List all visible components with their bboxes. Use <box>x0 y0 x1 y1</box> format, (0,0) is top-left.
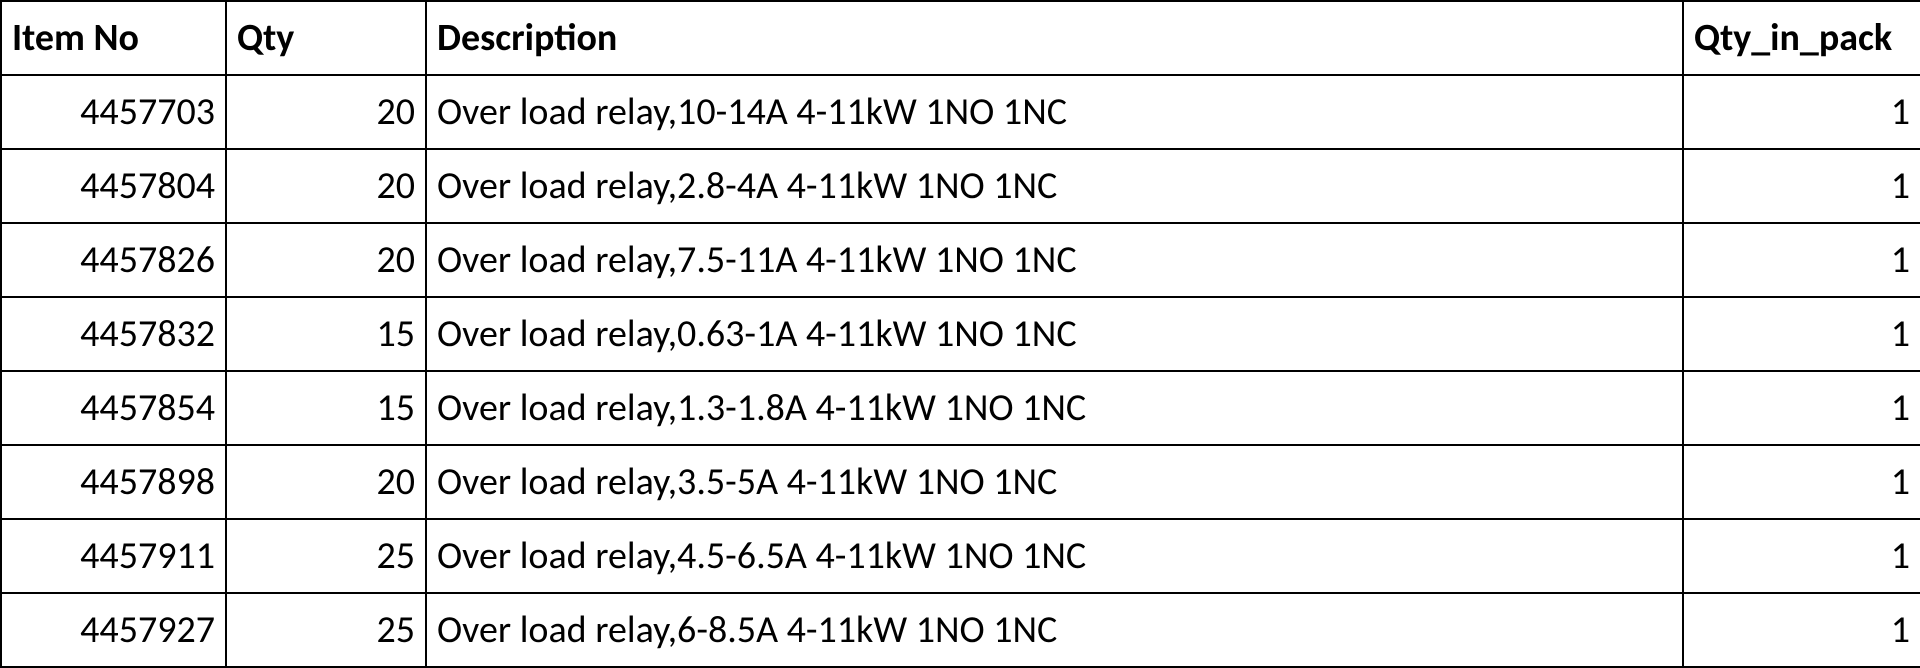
cell-item-no: 4457898 <box>1 445 226 519</box>
table-header-row: Item No Qty Description Qty_in_pack <box>1 1 1920 75</box>
cell-item-no: 4457804 <box>1 149 226 223</box>
table-row: 4457854 15 Over load relay,1.3-1.8A 4-11… <box>1 371 1920 445</box>
cell-qty: 25 <box>226 593 426 667</box>
table-row: 4457911 25 Over load relay,4.5-6.5A 4-11… <box>1 519 1920 593</box>
cell-qty: 15 <box>226 297 426 371</box>
cell-item-no: 4457826 <box>1 223 226 297</box>
header-qty: Qty <box>226 1 426 75</box>
cell-description: Over load relay,6-8.5A 4-11kW 1NO 1NC <box>426 593 1683 667</box>
cell-qty-in-pack: 1 <box>1683 371 1920 445</box>
cell-qty-in-pack: 1 <box>1683 75 1920 149</box>
parts-table: Item No Qty Description Qty_in_pack 4457… <box>0 0 1920 668</box>
table-row: 4457804 20 Over load relay,2.8-4A 4-11kW… <box>1 149 1920 223</box>
table-row: 4457826 20 Over load relay,7.5-11A 4-11k… <box>1 223 1920 297</box>
cell-qty: 15 <box>226 371 426 445</box>
cell-qty-in-pack: 1 <box>1683 149 1920 223</box>
cell-qty: 20 <box>226 75 426 149</box>
cell-item-no: 4457927 <box>1 593 226 667</box>
cell-description: Over load relay,4.5-6.5A 4-11kW 1NO 1NC <box>426 519 1683 593</box>
header-item-no: Item No <box>1 1 226 75</box>
table-row: 4457703 20 Over load relay,10-14A 4-11kW… <box>1 75 1920 149</box>
cell-qty-in-pack: 1 <box>1683 297 1920 371</box>
cell-item-no: 4457854 <box>1 371 226 445</box>
cell-description: Over load relay,2.8-4A 4-11kW 1NO 1NC <box>426 149 1683 223</box>
cell-description: Over load relay,3.5-5A 4-11kW 1NO 1NC <box>426 445 1683 519</box>
cell-item-no: 4457703 <box>1 75 226 149</box>
header-qty-in-pack: Qty_in_pack <box>1683 1 1920 75</box>
cell-description: Over load relay,7.5-11A 4-11kW 1NO 1NC <box>426 223 1683 297</box>
cell-description: Over load relay,1.3-1.8A 4-11kW 1NO 1NC <box>426 371 1683 445</box>
header-description: Description <box>426 1 1683 75</box>
cell-qty-in-pack: 1 <box>1683 445 1920 519</box>
cell-qty: 20 <box>226 149 426 223</box>
cell-description: Over load relay,0.63-1A 4-11kW 1NO 1NC <box>426 297 1683 371</box>
cell-qty-in-pack: 1 <box>1683 593 1920 667</box>
cell-qty-in-pack: 1 <box>1683 223 1920 297</box>
cell-qty-in-pack: 1 <box>1683 519 1920 593</box>
cell-qty: 20 <box>226 445 426 519</box>
table-row: 4457898 20 Over load relay,3.5-5A 4-11kW… <box>1 445 1920 519</box>
table-row: 4457927 25 Over load relay,6-8.5A 4-11kW… <box>1 593 1920 667</box>
cell-item-no: 4457911 <box>1 519 226 593</box>
cell-qty: 25 <box>226 519 426 593</box>
cell-description: Over load relay,10-14A 4-11kW 1NO 1NC <box>426 75 1683 149</box>
cell-item-no: 4457832 <box>1 297 226 371</box>
table-row: 4457832 15 Over load relay,0.63-1A 4-11k… <box>1 297 1920 371</box>
cell-qty: 20 <box>226 223 426 297</box>
